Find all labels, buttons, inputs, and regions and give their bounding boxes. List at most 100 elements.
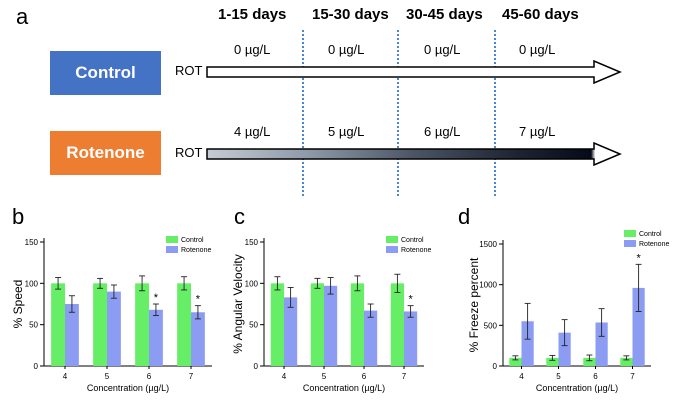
bar-rotenone-6 [364, 310, 378, 366]
period-label-2: 15-30 days [312, 6, 389, 23]
x-tick-label: 5 [105, 372, 110, 381]
y-tick-label: 500 [484, 321, 498, 330]
rotenone-group-box: Rotenone [50, 131, 161, 175]
bar-rotenone-5 [324, 285, 338, 366]
bar-control-7 [390, 283, 404, 366]
x-tick-label: 6 [147, 372, 152, 381]
significance-marker: * [408, 294, 413, 306]
y-tick-label: 150 [25, 238, 39, 247]
legend-swatch-rotenone [386, 246, 398, 253]
x-tick-label: 4 [282, 372, 287, 381]
bar-control-5 [93, 283, 107, 366]
period-divider [302, 30, 304, 196]
y-tick-label: 0 [493, 362, 498, 371]
bar-rotenone-6 [595, 322, 608, 366]
y-tick-label: 0 [254, 362, 259, 371]
rotenone-dose-4: 7 µg/L [519, 124, 556, 139]
control-group-box: Control [50, 51, 161, 95]
bar-control-6 [583, 357, 596, 366]
control-dose-2: 0 µg/L [328, 42, 365, 57]
x-axis-label: Concentration (µg/L) [536, 383, 618, 393]
significance-marker: * [636, 252, 641, 264]
panel-c-letter: c [234, 204, 245, 229]
control-group-label: Control [75, 63, 136, 82]
bar-control-6 [350, 283, 364, 366]
bar-rotenone-4 [65, 304, 79, 366]
legend-swatch-control [386, 236, 398, 243]
x-tick-label: 6 [593, 372, 598, 381]
period-label-4: 45-60 days [502, 6, 579, 23]
y-tick-label: 50 [29, 321, 38, 330]
control-dose-4: 0 µg/L [519, 42, 556, 57]
legend-label-control: Control [639, 231, 662, 238]
period-divider [397, 30, 399, 196]
panel-d-letter: d [458, 204, 471, 229]
bar-rotenone-4 [284, 297, 298, 366]
legend-swatch-control [624, 230, 636, 237]
legend-label-control: Control [401, 237, 424, 244]
panel-b-letter: b [12, 204, 25, 229]
rotenone-dose-1: 4 µg/L [234, 124, 271, 139]
bar-control-4 [509, 357, 522, 366]
significance-marker: * [154, 292, 159, 304]
y-tick-label: 1000 [479, 281, 497, 290]
y-axis-label: % Angular Velocity [231, 254, 245, 353]
bar-control-4 [51, 283, 65, 366]
x-tick-label: 5 [556, 372, 561, 381]
control-dose-3: 0 µg/L [424, 42, 461, 57]
x-tick-label: 7 [630, 372, 635, 381]
x-tick-label: 7 [402, 372, 407, 381]
x-tick-label: 6 [362, 372, 367, 381]
legend-swatch-rotenone [166, 246, 178, 253]
bar-rotenone-6 [149, 309, 163, 366]
y-tick-label: 50 [249, 321, 258, 330]
rotenone-timeline-arrow [206, 142, 622, 166]
x-tick-label: 7 [189, 372, 194, 381]
bar-rotenone-4 [521, 321, 534, 366]
bar-rotenone-5 [107, 291, 121, 366]
y-tick-label: 150 [245, 238, 259, 247]
control-dose-1: 0 µg/L [234, 42, 271, 57]
significance-marker: * [196, 294, 201, 306]
x-axis-label: Concentration (µg/L) [303, 383, 385, 393]
bar-rotenone-7 [191, 312, 205, 366]
y-axis-label: % Freeze percent [467, 257, 481, 352]
rotenone-group-label: Rotenone [66, 143, 145, 162]
x-tick-label: 4 [519, 372, 524, 381]
y-tick-label: 0 [34, 362, 39, 371]
period-label-1: 1-15 days [218, 6, 287, 23]
bar-control-6 [135, 283, 149, 366]
y-axis-label: % Speed [11, 280, 25, 329]
legend-label-rotenone: Rotenone [639, 241, 669, 248]
legend-swatch-rotenone [624, 240, 636, 247]
legend-swatch-control [166, 236, 178, 243]
x-tick-label: 5 [322, 372, 327, 381]
control-rot-label: ROT [175, 63, 203, 78]
rotenone-dose-2: 5 µg/L [328, 124, 365, 139]
y-tick-label: 100 [245, 279, 259, 288]
chart-speed: 0 50 100 150 4 5 6 * 7 * Concentration (µg/L) % Spe… [11, 236, 212, 393]
bar-control-4 [270, 283, 284, 366]
y-tick-label: 100 [25, 279, 39, 288]
bar-control-5 [546, 357, 559, 366]
chart-freeze-percent: 0 500 1000 1500 4 5 6 7 * Concentration (µg/L) % F… [467, 230, 669, 393]
bar-control-7 [177, 283, 191, 366]
legend-label-control: Control [181, 237, 204, 244]
rotenone-rot-label: ROT [175, 145, 203, 160]
panel-a-letter: a [16, 4, 29, 29]
legend-label-rotenone: Rotenone [181, 247, 211, 254]
x-axis-label: Concentration (µg/L) [87, 383, 169, 393]
bar-rotenone-5 [558, 332, 571, 366]
bar-rotenone-7 [404, 311, 418, 366]
bar-control-7 [620, 357, 633, 366]
x-tick-label: 4 [63, 372, 68, 381]
y-tick-label: 1500 [479, 240, 497, 249]
control-timeline-arrow [206, 60, 622, 84]
period-label-3: 30-45 days [406, 6, 483, 23]
chart-angular-velocity: 0 50 100 150 4 5 6 7 * Concentration (µg/L) % Angu… [231, 236, 431, 393]
bar-rotenone-7 [632, 287, 645, 366]
legend-label-rotenone: Rotenone [401, 247, 431, 254]
period-divider [494, 30, 496, 196]
bar-control-5 [310, 283, 324, 366]
rotenone-dose-3: 6 µg/L [424, 124, 461, 139]
